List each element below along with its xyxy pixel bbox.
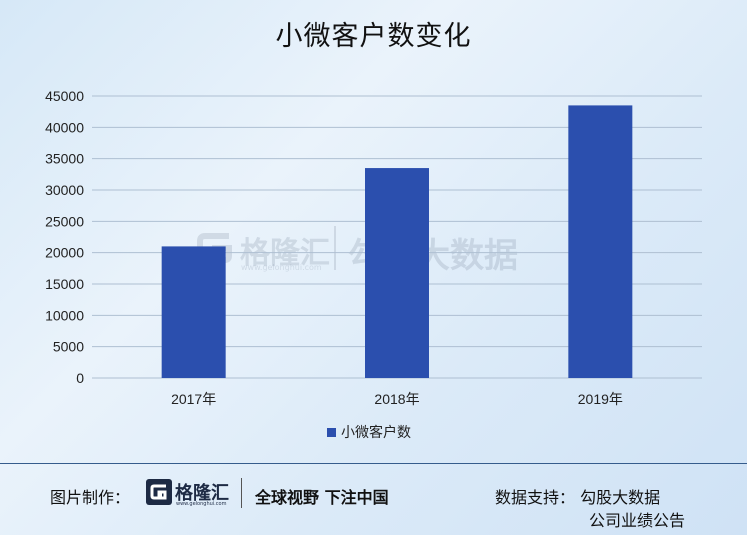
bar — [365, 168, 429, 378]
footer-logo-url: www.gelonghui.com — [176, 501, 227, 507]
footer-source: 数据支持： 勾股大数据 — [495, 488, 661, 507]
footer-logo: 格隆汇 www.gelonghui.com — [146, 479, 229, 507]
footer-source-line2: 公司业绩公告 — [589, 511, 686, 530]
watermark-separator — [334, 226, 336, 270]
watermark-url: www.gelonghui.com — [241, 263, 322, 272]
y-tick-label: 45000 — [45, 88, 84, 104]
y-tick-label: 15000 — [45, 276, 84, 292]
y-tick-label: 5000 — [53, 339, 84, 355]
footer-slogan: 全球视野 下注中国 — [255, 488, 389, 507]
bar — [568, 105, 633, 379]
y-tick-label: 35000 — [45, 151, 84, 167]
footer-credit-label: 图片制作： — [50, 488, 131, 507]
legend-label: 小微客户数 — [341, 424, 411, 441]
y-tick-label: 40000 — [45, 119, 84, 135]
x-tick-label: 2017年 — [171, 391, 216, 407]
x-tick-label: 2018年 — [374, 391, 419, 407]
y-tick-label: 10000 — [45, 307, 84, 323]
footer-logo-name: 格隆汇 — [175, 483, 229, 504]
watermark-logo: 格隆汇 — [240, 236, 330, 271]
footer-divider — [0, 463, 747, 464]
legend-swatch — [327, 428, 336, 437]
footer-separator — [241, 478, 242, 508]
y-tick-label: 25000 — [45, 213, 84, 229]
y-tick-label: 20000 — [45, 245, 84, 261]
gelonghui-g-icon — [146, 479, 172, 505]
bar — [161, 246, 226, 378]
y-tick-label: 30000 — [45, 182, 84, 198]
x-tick-label: 2019年 — [578, 391, 623, 407]
chart-title: 小微客户数变化 — [275, 21, 472, 52]
y-tick-label: 0 — [76, 370, 84, 386]
